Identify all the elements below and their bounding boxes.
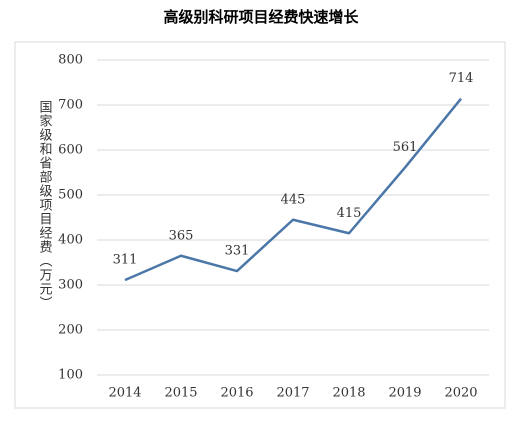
y-tick-label: 600 bbox=[58, 143, 83, 158]
data-label: 445 bbox=[281, 192, 306, 207]
y-axis-label: 国家级和省部级项目经费（万元） bbox=[37, 100, 53, 310]
x-tick-label: 2017 bbox=[276, 386, 309, 401]
data-label: 365 bbox=[169, 228, 194, 243]
y-tick-label: 800 bbox=[58, 53, 83, 68]
x-tick-label: 2020 bbox=[444, 386, 477, 401]
y-tick-label: 200 bbox=[58, 323, 83, 338]
data-label: 415 bbox=[337, 206, 362, 221]
data-label: 311 bbox=[113, 253, 138, 268]
x-tick-label: 2016 bbox=[220, 386, 253, 401]
x-tick-label: 2014 bbox=[108, 386, 141, 401]
y-tick-label: 400 bbox=[58, 233, 83, 248]
x-tick-label: 2015 bbox=[164, 386, 197, 401]
y-tick-label: 700 bbox=[58, 98, 83, 113]
data-label: 714 bbox=[449, 71, 474, 86]
x-tick-label: 2018 bbox=[332, 386, 365, 401]
y-tick-label: 500 bbox=[58, 188, 83, 203]
chart-title: 高级别科研项目经费快速增长 bbox=[163, 8, 359, 26]
data-label: 561 bbox=[393, 140, 418, 155]
x-tick-label: 2019 bbox=[388, 386, 421, 401]
y-tick-label: 100 bbox=[58, 368, 83, 383]
line bbox=[124, 97, 462, 282]
y-tick-label: 300 bbox=[58, 278, 83, 293]
chart-frame bbox=[14, 41, 506, 409]
data-label: 331 bbox=[225, 244, 250, 259]
